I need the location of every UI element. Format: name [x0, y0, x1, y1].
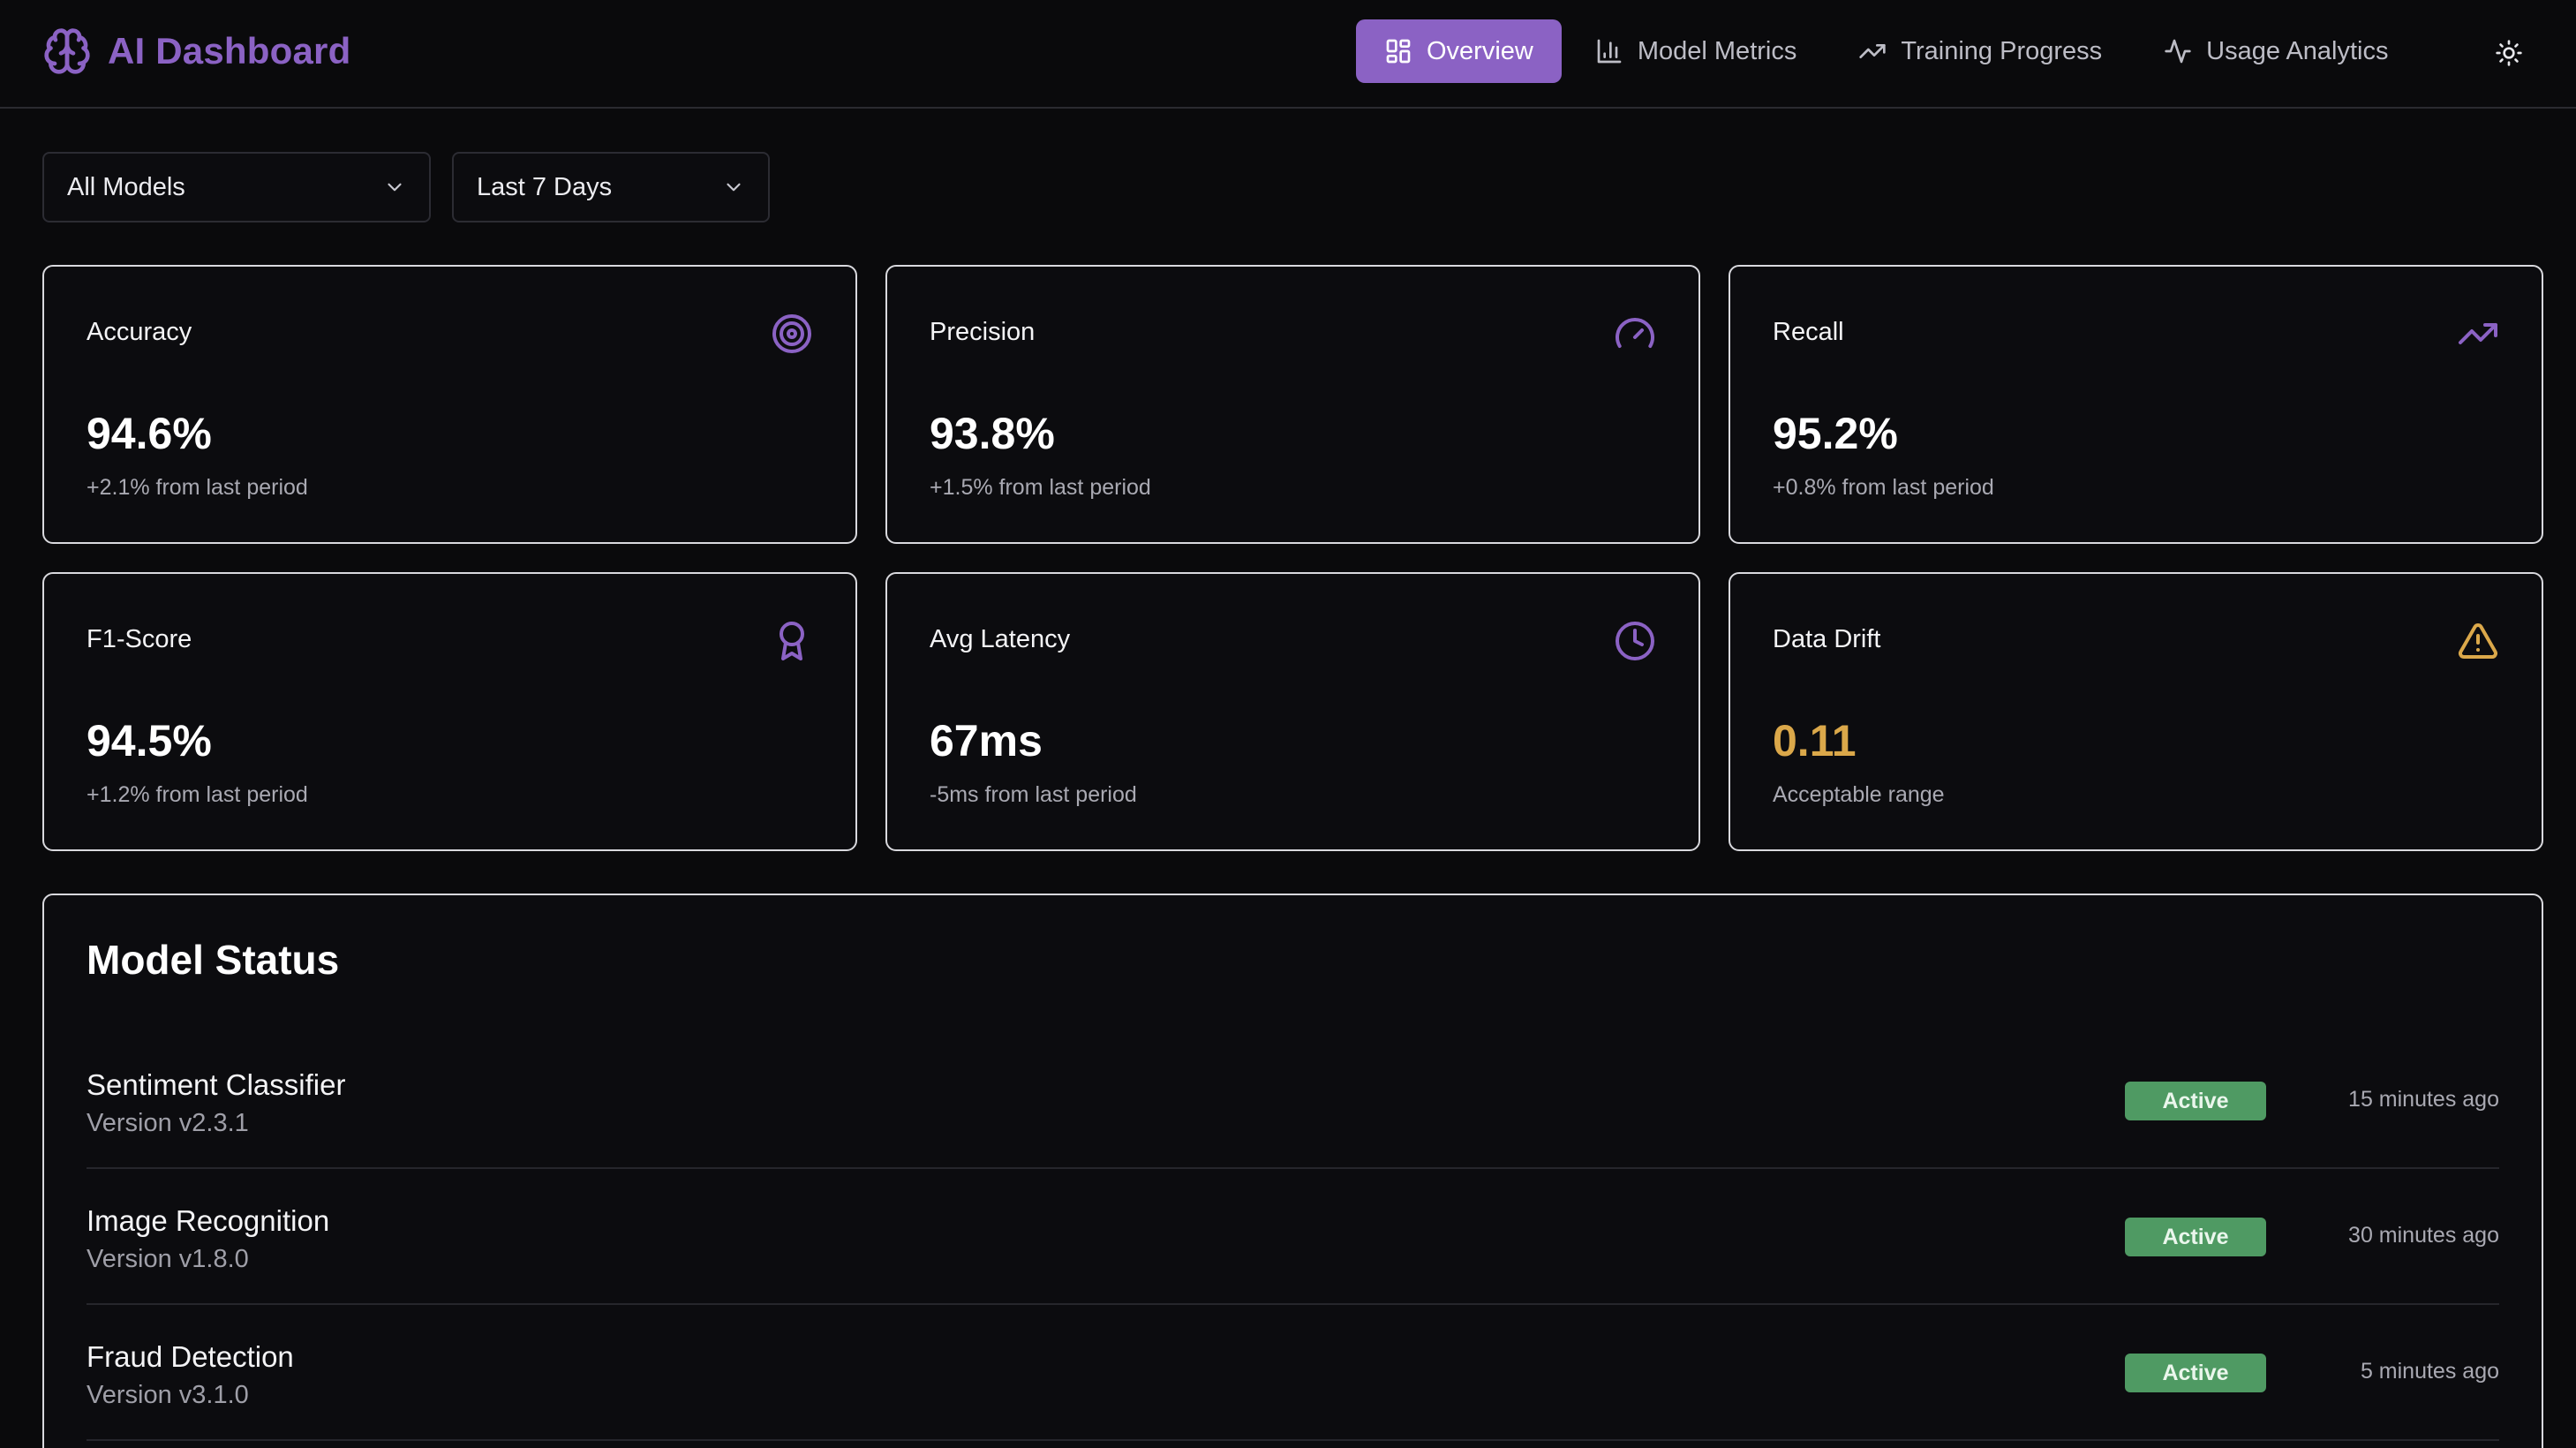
sun-icon	[2495, 39, 2523, 67]
status-badge: Active	[2125, 1218, 2266, 1256]
metric-note: Acceptable range	[1773, 782, 1945, 807]
trending-up-icon	[1858, 37, 1887, 65]
metric-label: Precision	[930, 318, 1036, 346]
metric-label: F1-Score	[87, 625, 192, 653]
model-select[interactable]: All Models	[42, 152, 431, 222]
nav-usage-analytics[interactable]: Usage Analytics	[2135, 19, 2416, 83]
metric-label: Recall	[1773, 318, 1844, 346]
brain-icon	[42, 26, 92, 76]
metric-card-f1-score: F1-Score 94.5% +1.2% from last period	[42, 572, 857, 851]
app-title: AI Dashboard	[108, 30, 351, 72]
chevron-down-icon	[722, 176, 745, 199]
metric-value: 93.8%	[930, 409, 1055, 458]
date-range-select[interactable]: Last 7 Days	[452, 152, 770, 222]
model-row[interactable]: Fraud Detection Version v3.1.0 Active 5 …	[87, 1305, 2499, 1441]
metric-value: 95.2%	[1773, 409, 1898, 458]
grid-icon	[1384, 37, 1412, 65]
metric-value: 0.11	[1773, 716, 1857, 765]
metric-label: Data Drift	[1773, 625, 1881, 653]
brand[interactable]: AI Dashboard	[42, 25, 350, 78]
app-header: AI Dashboard Overview Model Metrics	[0, 0, 2576, 109]
bar-chart-icon	[1595, 37, 1623, 65]
last-updated: 15 minutes ago	[2348, 1087, 2499, 1112]
trending-up-icon	[2457, 313, 2499, 355]
main-nav: Overview Model Metrics Training Progress	[1356, 19, 2422, 83]
nav-label: Training Progress	[1901, 36, 2103, 65]
metric-card-recall: Recall 95.2% +0.8% from last period	[1729, 265, 2543, 544]
last-updated: 30 minutes ago	[2348, 1223, 2499, 1248]
metric-change: +1.2% from last period	[87, 782, 308, 807]
metric-card-accuracy: Accuracy 94.6% +2.1% from last period	[42, 265, 857, 544]
nav-training-progress[interactable]: Training Progress	[1830, 19, 2130, 83]
model-version: Version v3.1.0	[87, 1381, 249, 1409]
model-row[interactable]: Sentiment Classifier Version v2.3.1 Acti…	[87, 1033, 2499, 1169]
warning-icon	[2457, 620, 2499, 662]
gauge-icon	[1614, 313, 1656, 355]
nav-label: Overview	[1427, 36, 1533, 65]
metric-label: Accuracy	[87, 318, 192, 346]
metric-value: 94.6%	[87, 409, 212, 458]
metric-change: +2.1% from last period	[87, 475, 308, 500]
metric-card-avg-latency: Avg Latency 67ms -5ms from last period	[885, 572, 1700, 851]
nav-overview[interactable]: Overview	[1356, 19, 1562, 83]
theme-toggle-button[interactable]	[2489, 34, 2528, 72]
model-status-panel: Model Status Sentiment Classifier Versio…	[42, 894, 2543, 1448]
nav-label: Usage Analytics	[2206, 36, 2389, 65]
nav-model-metrics[interactable]: Model Metrics	[1567, 19, 1826, 83]
target-icon	[771, 313, 813, 355]
model-name: Sentiment Classifier	[87, 1068, 346, 1101]
metric-change: +0.8% from last period	[1773, 475, 1994, 500]
model-version: Version v2.3.1	[87, 1109, 249, 1137]
model-select-value: All Models	[67, 172, 185, 201]
model-name: Image Recognition	[87, 1204, 330, 1237]
award-icon	[771, 620, 813, 662]
metric-label: Avg Latency	[930, 625, 1071, 653]
metric-value: 94.5%	[87, 716, 212, 765]
clock-icon	[1614, 620, 1656, 662]
status-badge: Active	[2125, 1082, 2266, 1120]
metric-change: -5ms from last period	[930, 782, 1137, 807]
model-version: Version v1.8.0	[87, 1245, 249, 1273]
metric-card-data-drift: Data Drift 0.11 Acceptable range	[1729, 572, 2543, 851]
section-title: Model Status	[87, 937, 340, 983]
metric-card-precision: Precision 93.8% +1.5% from last period	[885, 265, 1700, 544]
nav-label: Model Metrics	[1637, 36, 1797, 65]
chevron-down-icon	[383, 176, 406, 199]
metric-change: +1.5% from last period	[930, 475, 1151, 500]
model-row[interactable]: Image Recognition Version v1.8.0 Active …	[87, 1169, 2499, 1305]
last-updated: 5 minutes ago	[2360, 1359, 2499, 1384]
activity-icon	[2164, 37, 2192, 65]
metric-value: 67ms	[930, 716, 1043, 765]
date-range-value: Last 7 Days	[477, 172, 613, 201]
status-badge: Active	[2125, 1354, 2266, 1392]
model-name: Fraud Detection	[87, 1340, 294, 1373]
